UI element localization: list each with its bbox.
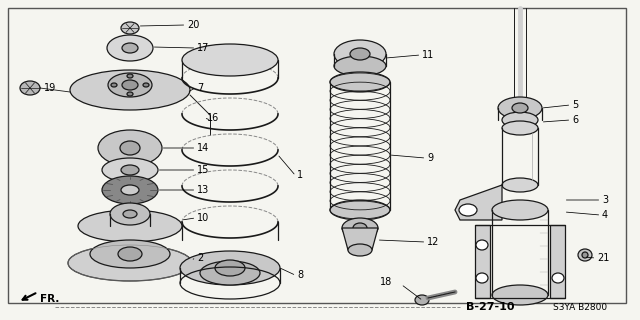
Text: 13: 13 — [197, 185, 209, 195]
Ellipse shape — [118, 247, 142, 261]
Text: 5: 5 — [572, 100, 579, 110]
Ellipse shape — [121, 185, 139, 195]
Text: 16: 16 — [207, 113, 220, 123]
Text: 14: 14 — [197, 143, 209, 153]
Ellipse shape — [121, 165, 139, 175]
Text: 7: 7 — [197, 83, 204, 93]
Ellipse shape — [123, 210, 137, 218]
Ellipse shape — [459, 204, 477, 216]
Ellipse shape — [334, 40, 386, 68]
Ellipse shape — [120, 141, 140, 155]
Ellipse shape — [502, 121, 538, 135]
Ellipse shape — [90, 240, 170, 268]
Polygon shape — [455, 185, 502, 220]
Text: FR.: FR. — [40, 294, 60, 304]
Text: 12: 12 — [427, 237, 440, 247]
Text: S3YA B2800: S3YA B2800 — [553, 302, 607, 311]
Ellipse shape — [334, 56, 386, 76]
Ellipse shape — [200, 261, 260, 285]
Ellipse shape — [143, 83, 149, 87]
Ellipse shape — [20, 81, 40, 95]
Ellipse shape — [215, 260, 245, 276]
Text: 19: 19 — [44, 83, 56, 93]
Ellipse shape — [476, 273, 488, 283]
Ellipse shape — [348, 244, 372, 256]
Ellipse shape — [492, 200, 548, 220]
Ellipse shape — [502, 112, 538, 128]
Ellipse shape — [502, 178, 538, 192]
Ellipse shape — [582, 252, 588, 258]
Ellipse shape — [107, 35, 153, 61]
Ellipse shape — [127, 74, 133, 78]
Ellipse shape — [578, 249, 592, 261]
Ellipse shape — [498, 97, 542, 119]
Text: 18: 18 — [380, 277, 392, 287]
Text: 3: 3 — [602, 195, 608, 205]
Text: 2: 2 — [197, 253, 204, 263]
Ellipse shape — [415, 295, 429, 305]
Ellipse shape — [121, 22, 139, 34]
Ellipse shape — [78, 210, 182, 242]
Ellipse shape — [102, 158, 158, 182]
Ellipse shape — [492, 285, 548, 305]
Ellipse shape — [122, 43, 138, 53]
Ellipse shape — [68, 245, 192, 281]
Polygon shape — [550, 225, 565, 298]
Polygon shape — [475, 225, 490, 298]
Ellipse shape — [353, 223, 367, 233]
Text: B-27-10: B-27-10 — [466, 302, 515, 312]
Ellipse shape — [122, 80, 138, 90]
Text: 1: 1 — [297, 170, 303, 180]
Text: 9: 9 — [427, 153, 433, 163]
Text: 6: 6 — [572, 115, 578, 125]
Polygon shape — [342, 228, 378, 250]
Ellipse shape — [98, 130, 162, 166]
Ellipse shape — [102, 176, 158, 204]
Text: 11: 11 — [422, 50, 435, 60]
Ellipse shape — [330, 200, 390, 220]
Text: 4: 4 — [602, 210, 608, 220]
Ellipse shape — [108, 73, 152, 97]
Ellipse shape — [110, 203, 150, 225]
Ellipse shape — [512, 103, 528, 113]
Text: 17: 17 — [197, 43, 209, 53]
Ellipse shape — [476, 240, 488, 250]
Text: 10: 10 — [197, 213, 209, 223]
Ellipse shape — [342, 218, 378, 238]
Ellipse shape — [70, 70, 190, 110]
Text: 8: 8 — [297, 270, 303, 280]
Text: 15: 15 — [197, 165, 209, 175]
Ellipse shape — [127, 92, 133, 96]
Text: 21: 21 — [597, 253, 609, 263]
Ellipse shape — [180, 251, 280, 285]
Ellipse shape — [552, 273, 564, 283]
Ellipse shape — [350, 48, 370, 60]
Text: 20: 20 — [187, 20, 200, 30]
Ellipse shape — [111, 83, 117, 87]
Ellipse shape — [182, 44, 278, 76]
Ellipse shape — [330, 72, 390, 92]
